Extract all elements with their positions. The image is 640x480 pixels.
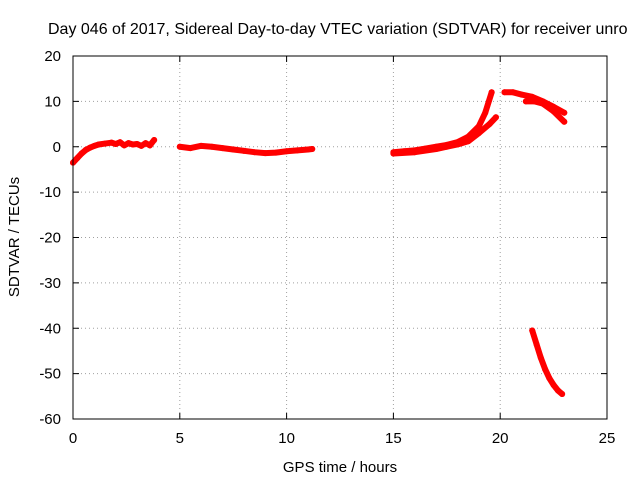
data-point bbox=[533, 341, 540, 348]
data-point bbox=[294, 147, 301, 154]
data-point bbox=[510, 89, 517, 96]
y-axis-label: SDTVAR / TECUs bbox=[6, 177, 23, 297]
data-point bbox=[219, 145, 226, 152]
data-series bbox=[70, 89, 568, 398]
data-point bbox=[309, 146, 316, 153]
series-line-segment-3a bbox=[390, 89, 495, 156]
data-point bbox=[554, 387, 561, 394]
x-axis-label: GPS time / hours bbox=[283, 459, 397, 476]
data-point bbox=[475, 123, 482, 130]
data-point bbox=[411, 149, 418, 156]
data-point bbox=[187, 145, 194, 152]
data-point bbox=[561, 109, 568, 116]
data-point bbox=[518, 91, 525, 98]
data-point bbox=[501, 89, 508, 96]
x-tick-label: 20 bbox=[492, 430, 509, 447]
data-point bbox=[492, 114, 499, 121]
y-tick-label: -60 bbox=[39, 411, 61, 428]
data-point bbox=[272, 149, 279, 156]
y-tick-label: -20 bbox=[39, 230, 61, 247]
data-point bbox=[230, 146, 237, 153]
data-point bbox=[539, 100, 546, 107]
data-point bbox=[475, 130, 482, 137]
y-tick-label: -10 bbox=[39, 184, 61, 201]
y-tick-label: 10 bbox=[44, 93, 61, 110]
data-point bbox=[522, 98, 529, 105]
x-tick-label: 10 bbox=[278, 430, 295, 447]
data-point bbox=[116, 139, 123, 146]
x-tick-label: 0 bbox=[69, 430, 77, 447]
data-point bbox=[262, 150, 269, 157]
data-point bbox=[443, 143, 450, 150]
data-point bbox=[542, 366, 549, 373]
data-point bbox=[561, 118, 568, 125]
data-point bbox=[465, 138, 472, 145]
y-tick-labels: 20 10 0 -10 -20 -30 -40 -50 -60 bbox=[39, 48, 61, 428]
data-point bbox=[74, 155, 81, 162]
x-tick-labels: 0 5 10 15 20 25 bbox=[69, 430, 616, 447]
data-point bbox=[550, 381, 557, 388]
plot-frame bbox=[72, 55, 608, 420]
data-point bbox=[559, 391, 566, 398]
data-point bbox=[240, 147, 247, 154]
data-point bbox=[454, 141, 461, 148]
data-point bbox=[102, 140, 109, 147]
y-tick-label: -50 bbox=[39, 366, 61, 383]
data-point bbox=[390, 150, 397, 157]
data-point bbox=[208, 143, 215, 150]
y-tick-label: -30 bbox=[39, 275, 61, 292]
y-tick-label: -40 bbox=[39, 320, 61, 337]
data-point bbox=[78, 150, 85, 157]
data-point bbox=[550, 108, 557, 115]
data-point bbox=[198, 142, 205, 149]
data-point bbox=[546, 375, 553, 382]
data-point bbox=[176, 143, 183, 150]
data-point bbox=[151, 136, 158, 143]
data-point bbox=[537, 354, 544, 361]
data-point bbox=[486, 121, 493, 128]
data-point bbox=[251, 149, 258, 156]
data-point bbox=[433, 146, 440, 153]
data-point bbox=[283, 148, 290, 155]
data-point bbox=[482, 109, 489, 116]
y-tick-label: 0 bbox=[53, 139, 61, 156]
data-point bbox=[531, 98, 538, 105]
x-tick-label: 15 bbox=[385, 430, 402, 447]
grid-lines bbox=[73, 56, 607, 419]
data-point bbox=[146, 142, 153, 149]
data-point bbox=[529, 327, 536, 334]
y-tick-label: 20 bbox=[44, 48, 61, 65]
data-point bbox=[488, 89, 495, 96]
data-point bbox=[138, 142, 145, 149]
data-point bbox=[95, 141, 102, 148]
series-line-segment-5 bbox=[529, 327, 566, 398]
data-point bbox=[529, 93, 536, 100]
x-tick-label: 5 bbox=[176, 430, 184, 447]
chart-title: Day 046 of 2017, Sidereal Day-to-day VTE… bbox=[48, 21, 628, 38]
x-tick-label: 25 bbox=[599, 430, 616, 447]
